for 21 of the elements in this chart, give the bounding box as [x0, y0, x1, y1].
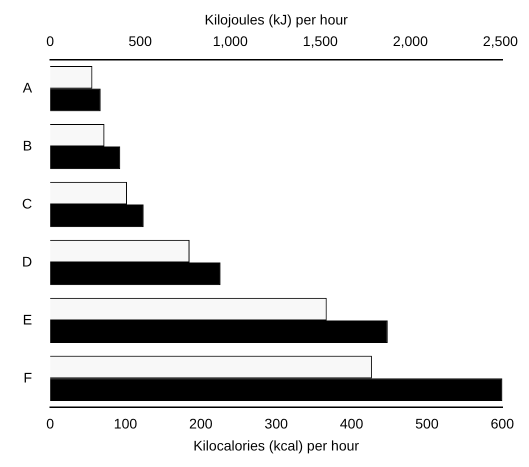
y-tick-label: D	[22, 253, 32, 270]
x2-tick-label: 1,000	[212, 33, 248, 50]
y-tick-label: E	[22, 311, 32, 328]
x2-tick-label: 1,500	[302, 33, 338, 50]
x2-tick-label: 2,500	[482, 33, 518, 50]
x2-tick-label: 2,000	[392, 33, 428, 50]
x-axis-title: Kilocalories (kcal) per hour	[193, 437, 360, 454]
y-tick-label: C	[22, 195, 32, 212]
x2-tick-label: 500	[128, 33, 152, 50]
x-tick-label: 400	[340, 416, 364, 432]
x-tick-label: 0	[46, 416, 54, 432]
y-tick-label: B	[22, 137, 32, 154]
x-tick-label: 600	[490, 416, 514, 432]
y-tick-label: A	[22, 79, 33, 96]
y-tick-label: F	[24, 369, 32, 386]
x2-axis-title: Kilojoules (kJ) per hour	[204, 11, 348, 28]
x-tick-label: 200	[189, 416, 213, 432]
x-tick-label: 100	[114, 416, 138, 432]
x-tick-label: 300	[264, 416, 288, 432]
x2-tick-label: 0	[46, 33, 54, 50]
x-tick-label: 500	[415, 416, 439, 432]
